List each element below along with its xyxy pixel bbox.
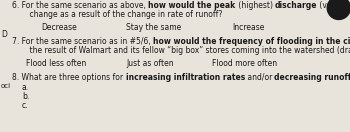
Text: how would the frequency of flooding in the city be likely to change: how would the frequency of flooding in t… xyxy=(153,37,350,46)
Text: increasing infiltration rates: increasing infiltration rates xyxy=(126,73,245,82)
Text: Increase: Increase xyxy=(232,23,265,32)
Text: c.: c. xyxy=(22,101,28,110)
Text: b.: b. xyxy=(22,92,29,101)
Text: Stay the same: Stay the same xyxy=(126,23,182,32)
Text: 6. For the same scenario as above,: 6. For the same scenario as above, xyxy=(12,1,148,10)
Text: how would the peak: how would the peak xyxy=(148,1,236,10)
Text: change as a result of the change in rate of runoff?: change as a result of the change in rate… xyxy=(20,10,222,19)
Text: Just as often: Just as often xyxy=(127,59,174,68)
Text: (highest): (highest) xyxy=(236,1,275,10)
Circle shape xyxy=(327,0,350,19)
Text: D: D xyxy=(2,30,8,39)
Text: 7. For the same scenario as in #5/6,: 7. For the same scenario as in #5/6, xyxy=(12,37,153,46)
Text: and/or: and/or xyxy=(245,73,274,82)
Text: decreasing runoff: decreasing runoff xyxy=(274,73,350,82)
Text: discharge: discharge xyxy=(275,1,317,10)
Text: 8. What are three options for: 8. What are three options for xyxy=(12,73,126,82)
Text: a.: a. xyxy=(22,83,29,92)
Text: oci: oci xyxy=(1,83,11,89)
Text: (volume per unit time): (volume per unit time) xyxy=(317,1,350,10)
Text: Decrease: Decrease xyxy=(42,23,77,32)
Text: Flood more often: Flood more often xyxy=(212,59,278,68)
Text: Flood less often: Flood less often xyxy=(26,59,86,68)
Text: the result of Walmart and its fellow “big box” stores coming into the watershed : the result of Walmart and its fellow “bi… xyxy=(20,46,350,55)
